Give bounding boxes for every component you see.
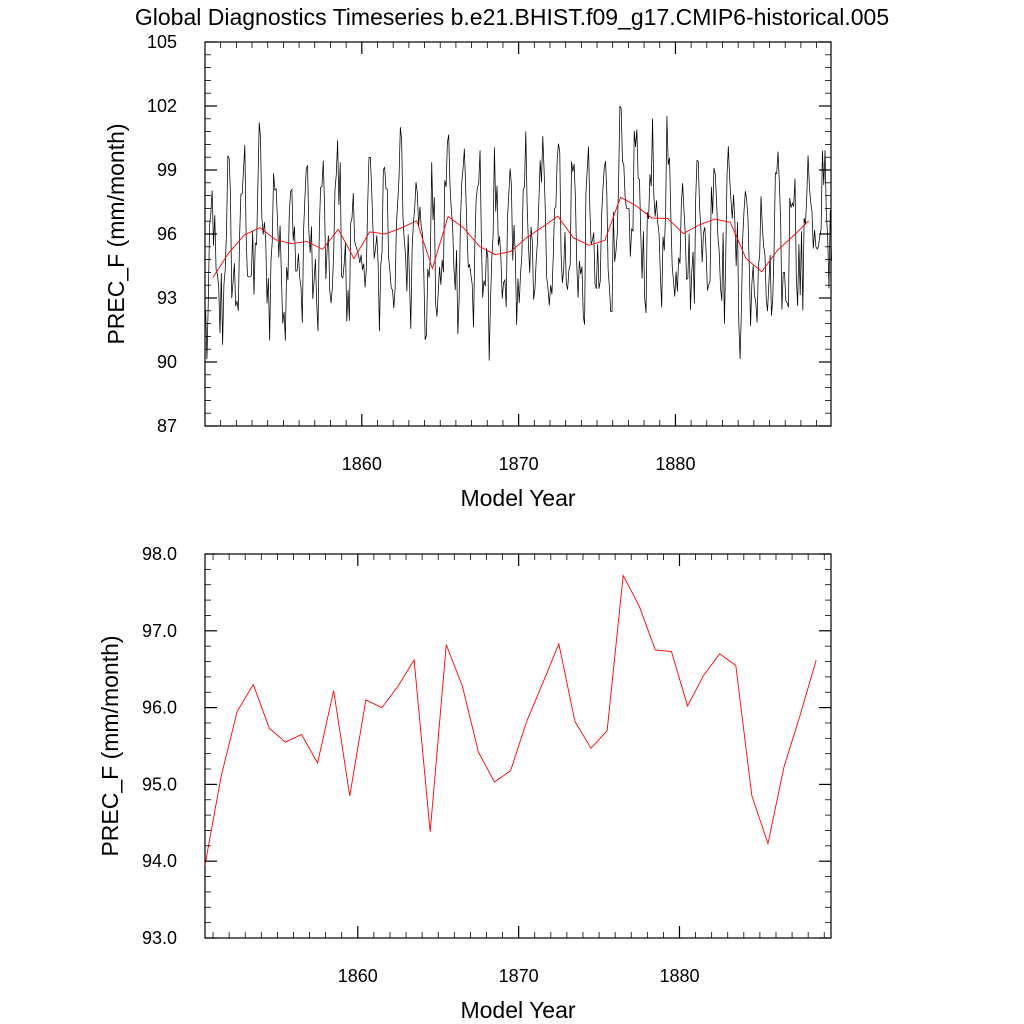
x-tick-label: 1860	[342, 454, 382, 474]
y-tick-label: 105	[147, 32, 177, 52]
page-title: Global Diagnostics Timeseries b.e21.BHIS…	[135, 4, 889, 30]
annual-series-line	[212, 196, 810, 278]
y-tick-label: 93	[157, 288, 177, 308]
x-tick-label: 1880	[655, 454, 695, 474]
y-tick-label: 96.0	[142, 698, 177, 718]
chart-panel-2: 1860 1870 1880 93.0 94.0 95.0 96.0 97.0 98.0 Mode…	[97, 544, 832, 1023]
chart-panel-1: 1860 1870 1880 87 90 93 96 99 102 105 Model Year PR…	[103, 32, 832, 511]
y-axis-label: PREC_F (mm/month)	[97, 635, 123, 856]
y-tick-label: 95.0	[142, 774, 177, 794]
x-tick-label: 1880	[659, 966, 699, 986]
annual-series-line	[204, 573, 817, 866]
x-tick-label: 1860	[338, 966, 378, 986]
y-tick-label: 90	[157, 352, 177, 372]
x-tick-label: 1870	[499, 454, 539, 474]
y-tick-label: 87	[157, 416, 177, 436]
x-axis-label: Model Year	[460, 485, 575, 511]
y-tick-label: 102	[147, 96, 177, 116]
y-axis-label: PREC_F (mm/month)	[103, 123, 129, 344]
y-tick-label: 98.0	[142, 544, 177, 564]
y-tick-label: 94.0	[142, 851, 177, 871]
monthly-series-line	[205, 105, 832, 361]
y-tick-label: 99	[157, 160, 177, 180]
plot-frame	[204, 553, 832, 939]
y-tick-label: 97.0	[142, 621, 177, 641]
y-tick-label: 93.0	[142, 928, 177, 948]
x-tick-label: 1870	[499, 966, 539, 986]
x-axis-label: Model Year	[460, 997, 575, 1023]
y-tick-label: 96	[157, 224, 177, 244]
